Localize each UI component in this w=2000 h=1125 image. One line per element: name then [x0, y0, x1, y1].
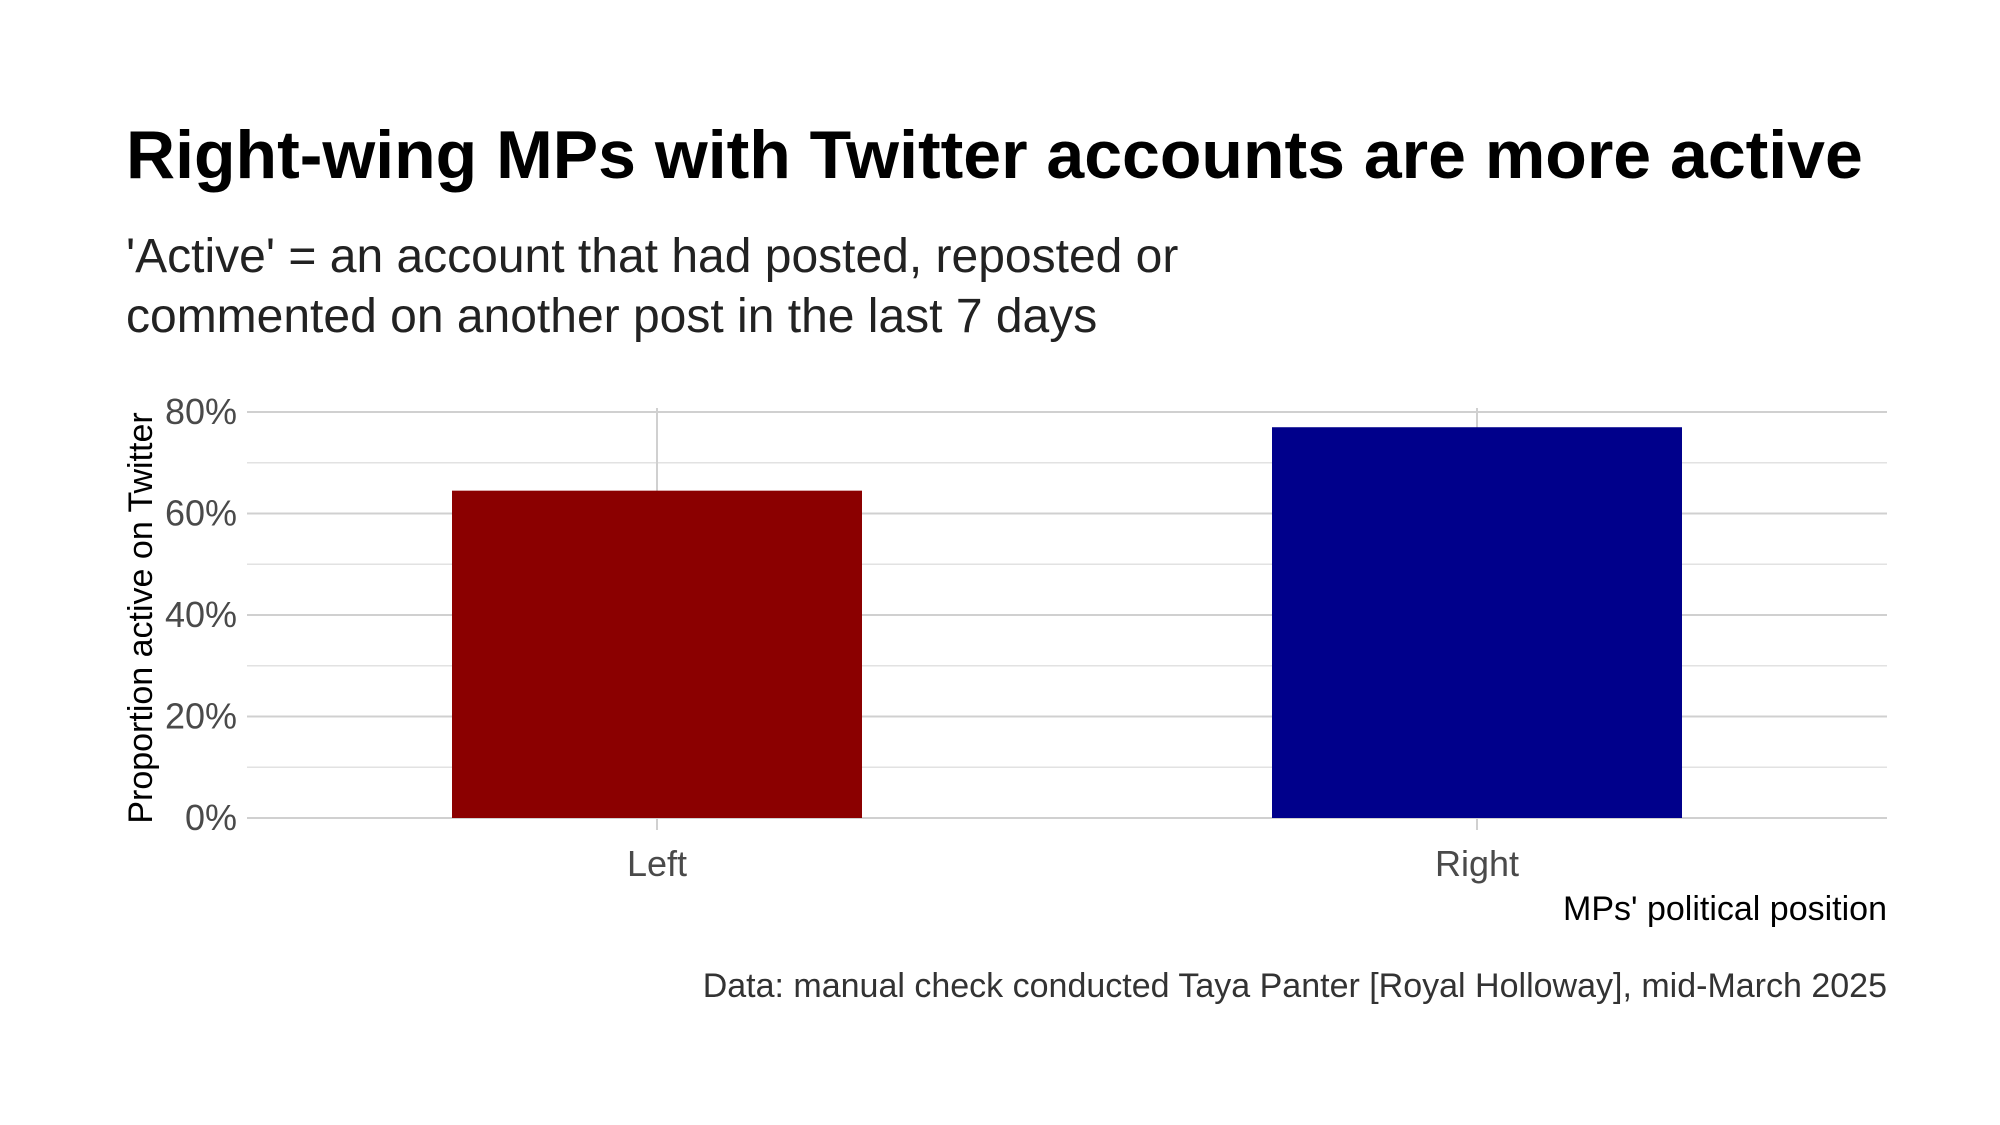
- bar-right: [1272, 427, 1682, 818]
- x-tick-label: Left: [627, 843, 687, 884]
- chart-caption: Data: manual check conducted Taya Panter…: [703, 967, 1887, 1005]
- x-tick-label: Right: [1435, 843, 1519, 884]
- y-tick-label: 60%: [165, 493, 237, 534]
- y-tick-label: 0%: [185, 797, 237, 838]
- y-tick-label: 80%: [165, 391, 237, 432]
- x-axis-title: MPs' political position: [1563, 890, 1887, 928]
- y-tick-label: 40%: [165, 594, 237, 635]
- bars: [452, 427, 1682, 818]
- y-axis-title: Proportion active on Twitter: [122, 412, 160, 823]
- x-axis-tick-labels: Left Right: [627, 843, 1519, 884]
- y-tick-label: 20%: [165, 696, 237, 737]
- chart-subtitle-line-2: commented on another post in the last 7 …: [126, 290, 1097, 343]
- y-axis-tick-labels: 0% 20% 40% 60% 80%: [165, 391, 237, 838]
- bar-left: [452, 490, 862, 818]
- chart-subtitle-line-1: 'Active' = an account that had posted, r…: [126, 230, 1178, 283]
- chart-title: Right-wing MPs with Twitter accounts are…: [126, 117, 1863, 193]
